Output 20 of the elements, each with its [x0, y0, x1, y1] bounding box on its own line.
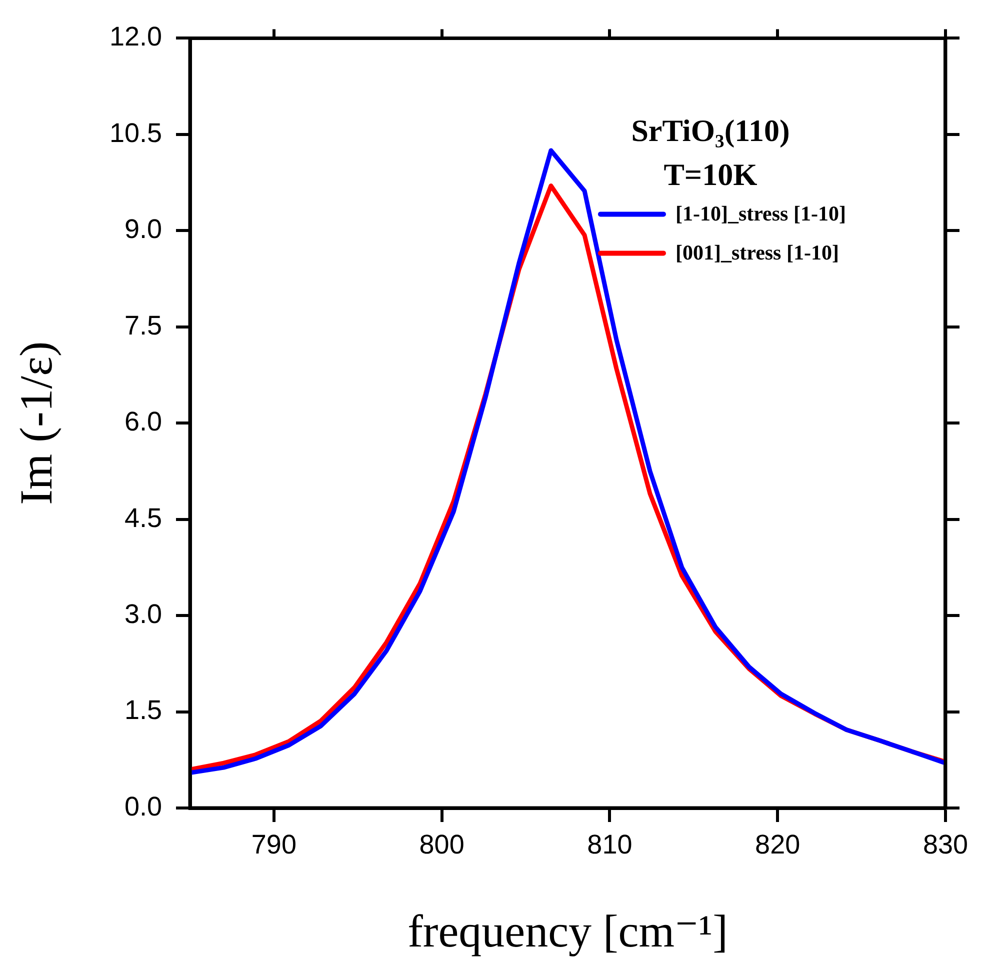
x-axis-title: frequency [cm⁻¹]	[408, 905, 728, 956]
x-tick-label: 820	[755, 830, 800, 860]
y-tick-label: 1.5	[124, 695, 162, 726]
y-tick-label: 6.0	[124, 406, 162, 437]
annotation: SrTiO₃(110)	[631, 113, 790, 148]
annotation: T=10K	[664, 157, 758, 192]
y-tick-label: 9.0	[124, 214, 162, 244]
x-tick-label: 800	[419, 830, 464, 860]
y-tick-label: 3.0	[124, 599, 162, 630]
y-tick-label: 7.5	[124, 310, 162, 340]
y-tick-label: 4.5	[124, 502, 162, 533]
y-tick-label: 0.0	[124, 791, 162, 822]
legend-label: [001]_stress [1-10]	[675, 240, 839, 265]
x-tick-label: 830	[922, 830, 968, 860]
y-axis-title: Im (-1/ε)	[10, 341, 62, 505]
legend-label: [1-10]_stress [1-10]	[675, 202, 846, 226]
x-tick-label: 810	[587, 830, 632, 860]
x-tick-label: 790	[251, 830, 296, 860]
y-tick-label: 10.5	[109, 118, 162, 148]
y-tick-label: 12.0	[109, 22, 162, 52]
